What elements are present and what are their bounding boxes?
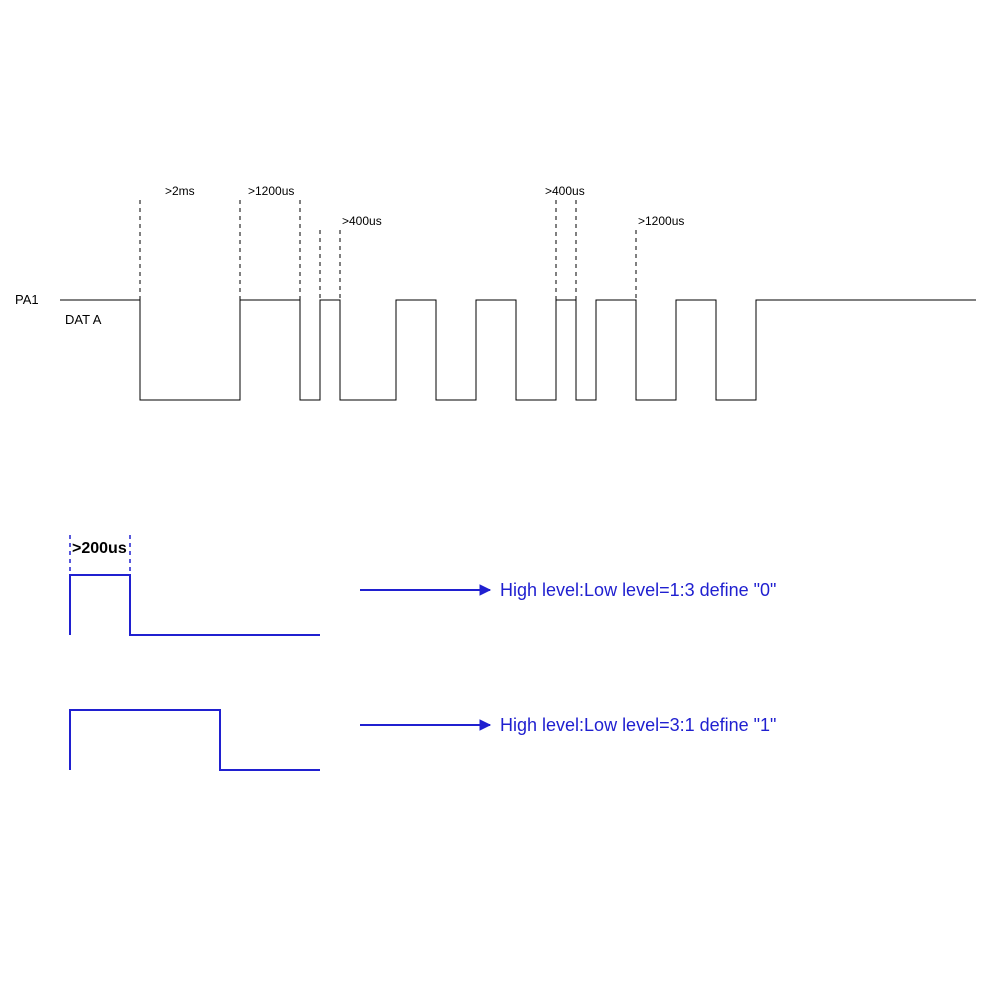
- timing-label: >400us: [545, 184, 585, 198]
- timing-diagram-svg: >2ms >1200us >400us >400us >1200us High level…: [0, 0, 1001, 1001]
- timing-label: >400us: [342, 214, 382, 228]
- zero-waveform: [70, 575, 320, 635]
- signal-pin-label: PA1: [15, 292, 39, 307]
- one-arrowhead-icon: [480, 720, 490, 730]
- timing-label: >2ms: [165, 184, 195, 198]
- zero-definition-text: High level:Low level=1:3 define "0": [500, 580, 776, 600]
- timing-label: >1200us: [638, 214, 684, 228]
- one-waveform: [70, 710, 320, 770]
- zero-arrowhead-icon: [480, 585, 490, 595]
- timing-label: >1200us: [248, 184, 294, 198]
- timing-200us-label: >200us: [72, 540, 127, 557]
- data-label: DAT A: [65, 312, 101, 327]
- one-definition-text: High level:Low level=3:1 define "1": [500, 715, 776, 735]
- waveform-path: [60, 300, 976, 400]
